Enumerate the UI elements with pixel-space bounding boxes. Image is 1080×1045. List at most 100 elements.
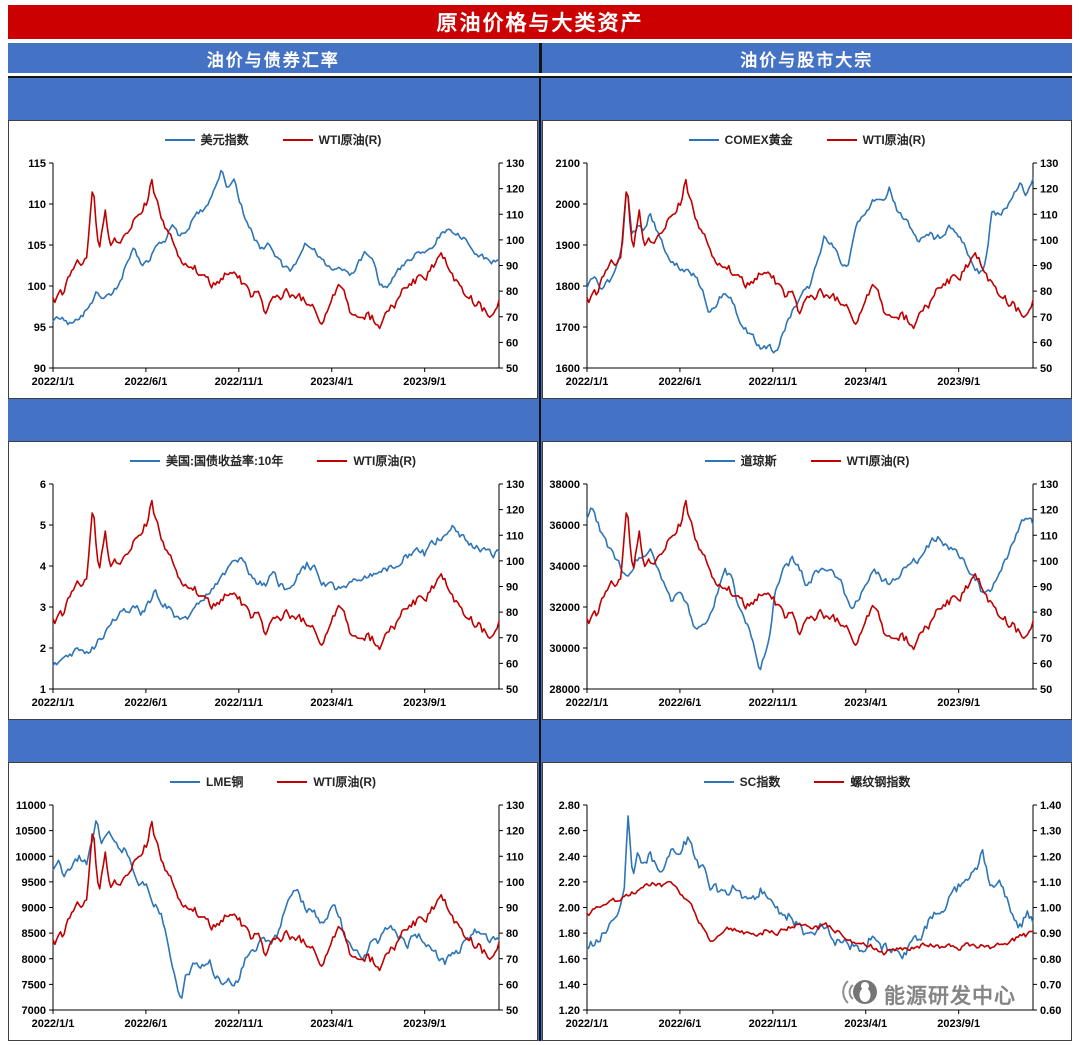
x-axis-tick-label: 2022/11/1: [215, 376, 263, 388]
chart-panel-sc-index-vs-rebar-index: SC指数 螺纹钢指数 1.20 1.40 1.60 1.80 2.00 2.20 2.40 2.6…: [542, 762, 1072, 1041]
logo-icon: [839, 975, 879, 1015]
right-axis-tick-label: 100: [506, 235, 524, 247]
left-axis-tick-label: 1900: [556, 240, 580, 252]
right-axis-tick-label: 90: [1040, 261, 1052, 273]
x-axis-tick-label: 2022/11/1: [215, 1018, 263, 1030]
series-line-blue: [52, 820, 500, 999]
x-axis-tick-label: 2023/9/1: [937, 697, 980, 709]
right-axis-tick-label: 110: [1040, 209, 1058, 221]
x-axis-tick-label: 2022/6/1: [659, 1018, 702, 1030]
left-axis-tick-label: 1: [40, 684, 46, 696]
right-axis-tick-label: 110: [506, 851, 524, 863]
x-axis-tick-label: 2022/1/1: [566, 1018, 609, 1030]
right-axis-tick-label: 70: [506, 312, 518, 324]
left-axis-tick-label: 2.20: [559, 877, 580, 889]
right-axis-tick-label: 80: [1040, 286, 1052, 298]
left-axis-tick-label: 6: [40, 479, 46, 491]
right-axis-tick-label: 100: [1040, 235, 1058, 247]
left-axis-tick-label: 115: [28, 158, 46, 170]
chart-canvas: 28000 30000 32000 34000 36000 38000 50 60 70 80 90…: [549, 479, 1058, 709]
x-axis-tick-label: 2022/11/1: [215, 697, 263, 709]
right-axis-tick-label: 0.60: [1040, 1005, 1061, 1017]
left-axis-tick-label: 2000: [556, 199, 580, 211]
x-axis-tick-label: 2023/4/1: [310, 376, 353, 388]
column-header-divider: [538, 43, 542, 73]
right-axis-tick-label: 130: [506, 800, 524, 812]
chart-panel-usd-index-vs-wti: 美元指数 WTI原油(R) 90 95 100 105 110 115 50 60 70 80 90 10…: [8, 120, 538, 399]
left-axis-tick-label: 100: [28, 281, 46, 293]
left-axis-tick-label: 1800: [556, 281, 580, 293]
right-axis-tick-label: 120: [1040, 184, 1058, 196]
x-axis-tick-label: 2023/4/1: [310, 697, 353, 709]
x-axis-tick-label: 2022/1/1: [566, 376, 609, 388]
column-header-row: 油价与债券汇率 油价与股市大宗: [8, 43, 1072, 73]
right-axis-tick-label: 80: [506, 286, 518, 298]
left-axis-tick-label: 105: [28, 240, 46, 252]
x-axis-tick-label: 2023/4/1: [844, 376, 887, 388]
right-axis-tick-label: 50: [506, 1005, 518, 1017]
series-line-blue: [52, 524, 500, 667]
x-axis-tick-label: 2023/4/1: [844, 1018, 887, 1030]
left-axis-tick-label: 2.00: [559, 903, 580, 915]
right-axis-tick-label: 50: [1040, 684, 1052, 696]
right-axis-tick-label: 90: [506, 261, 518, 273]
charts-region: 美元指数 WTI原油(R) 90 95 100 105 110 115 50 60 70 80 90 10…: [8, 76, 1072, 1041]
right-axis-tick-label: 120: [506, 826, 524, 838]
chart-panel-us-10y-yield-vs-wti: 美国:国债收益率:10年 WTI原油(R) 1 2 3 4 5 6 50 60 70 80 90 100 1…: [8, 441, 538, 720]
left-axis-tick-label: 90: [34, 363, 46, 375]
right-axis-tick-label: 50: [506, 363, 518, 375]
right-axis-tick-label: 130: [1040, 479, 1058, 491]
watermark: 能源研发中心: [839, 975, 1016, 1015]
x-axis-tick-label: 2022/1/1: [32, 697, 75, 709]
chart-canvas: 90 95 100 105 110 115 50 60 70 80 90 100 110 120 130 20…: [28, 158, 525, 388]
chart-canvas: 7000 7500 8000 8500 9000 9500 10000 10500 11000 5…: [15, 800, 524, 1030]
right-column-header: 油价与股市大宗: [541, 43, 1072, 73]
series-line-red: [52, 820, 500, 972]
column-divider-line: [539, 78, 541, 1041]
chart-panel-lme-copper-vs-wti: LME铜 WTI原油(R) 7000 7500 8000 8500 9000 9500 1000…: [8, 762, 538, 1041]
right-axis-tick-label: 70: [506, 954, 518, 966]
left-axis-tick-label: 9500: [22, 877, 46, 889]
x-axis-tick-label: 2023/4/1: [310, 1018, 353, 1030]
left-axis-tick-label: 1700: [556, 322, 580, 334]
x-axis-tick-label: 2023/4/1: [844, 697, 887, 709]
x-axis-tick-label: 2022/1/1: [32, 376, 75, 388]
series-line-red: [586, 880, 1034, 956]
chart-canvas: 1 2 3 4 5 6 50 60 70 80 90 100 110 120 130 2022/1/1 2022…: [32, 479, 525, 709]
right-axis-tick-label: 80: [1040, 607, 1052, 619]
series-line-red: [586, 178, 1034, 330]
left-axis-tick-label: 10000: [15, 851, 46, 863]
chart-grid: 美元指数 WTI原油(R) 90 95 100 105 110 115 50 60 70 80 90 10…: [8, 78, 1072, 1041]
watermark-text: 能源研发中心: [884, 985, 1016, 1008]
left-axis-tick-label: 28000: [549, 684, 580, 696]
right-axis-tick-label: 0.80: [1040, 954, 1061, 966]
left-axis-tick-label: 110: [28, 199, 46, 211]
x-axis-tick-label: 2022/1/1: [566, 697, 609, 709]
chart-panel-comex-gold-vs-wti: COMEX黄金 WTI原油(R) 1600 1700 1800 1900 2000 2100 5…: [542, 120, 1072, 399]
left-axis-tick-label: 1600: [556, 363, 580, 375]
left-axis-tick-label: 34000: [549, 561, 580, 573]
series-line-red: [52, 499, 500, 651]
x-axis-tick-label: 2022/11/1: [749, 697, 797, 709]
x-axis-tick-label: 2022/11/1: [749, 376, 797, 388]
right-axis-tick-label: 130: [506, 158, 524, 170]
right-axis-tick-label: 90: [1040, 582, 1052, 594]
chart-canvas: 1.20 1.40 1.60 1.80 2.00 2.20 2.40 2.60 2.80 0.60…: [559, 800, 1062, 1030]
left-axis-tick-label: 30000: [549, 643, 580, 655]
right-axis-tick-label: 130: [506, 479, 524, 491]
right-axis-tick-label: 130: [1040, 158, 1058, 170]
right-axis-tick-label: 80: [506, 607, 518, 619]
right-axis-tick-label: 1.20: [1040, 851, 1061, 863]
right-axis-tick-label: 110: [506, 209, 524, 221]
left-axis-tick-label: 32000: [549, 602, 580, 614]
right-axis-tick-label: 120: [506, 184, 524, 196]
left-axis-tick-label: 9000: [22, 903, 46, 915]
left-axis-tick-label: 1.40: [559, 979, 580, 991]
left-axis-tick-label: 2100: [556, 158, 580, 170]
right-axis-tick-label: 60: [506, 658, 518, 670]
right-axis-tick-label: 80: [506, 928, 518, 940]
right-axis-tick-label: 60: [1040, 337, 1052, 349]
right-axis-tick-label: 50: [1040, 363, 1052, 375]
x-axis-tick-label: 2023/9/1: [937, 376, 980, 388]
